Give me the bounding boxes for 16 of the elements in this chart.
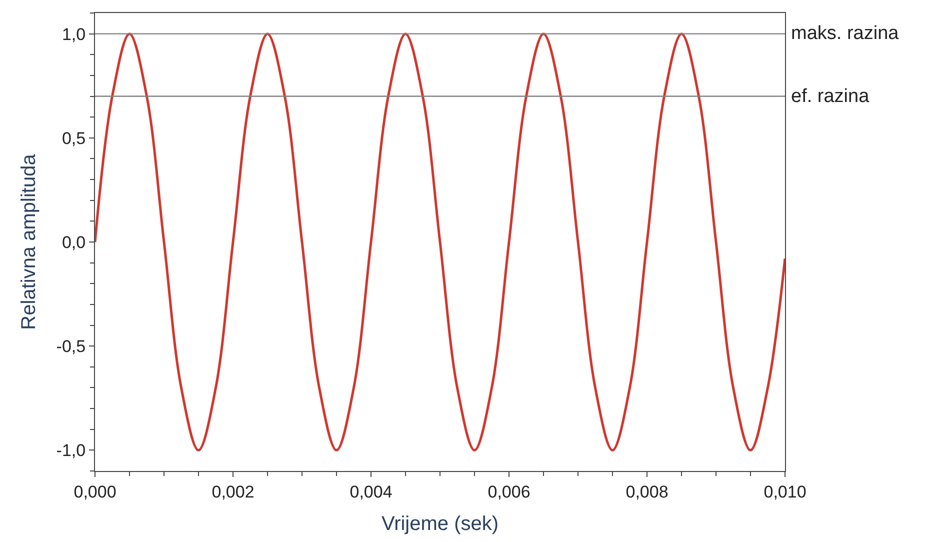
x-tick-label: 0,004 — [350, 482, 392, 502]
y-tick-label: 1,0 — [62, 24, 86, 44]
x-tick-label: 0,000 — [74, 482, 116, 502]
x-tick-label: 0,006 — [488, 482, 530, 502]
y-tick-label: 0,5 — [62, 128, 86, 148]
y-tick-label: -0,5 — [56, 337, 86, 356]
x-axis-title: Vrijeme (sek) — [381, 512, 499, 535]
x-tick-label: 0,008 — [626, 482, 668, 502]
ref-line-label: ef. razina — [791, 86, 870, 107]
line-series — [95, 32, 785, 452]
y-tick-label: 0,0 — [62, 232, 86, 252]
x-tick-label: 0,002 — [212, 482, 254, 502]
y-tick-label: -1,0 — [56, 441, 86, 460]
ref-line-label: maks. razina — [791, 23, 900, 44]
y-axis-title: Relativna amplituda — [18, 153, 40, 330]
x-tick-label: 0,010 — [764, 482, 806, 502]
